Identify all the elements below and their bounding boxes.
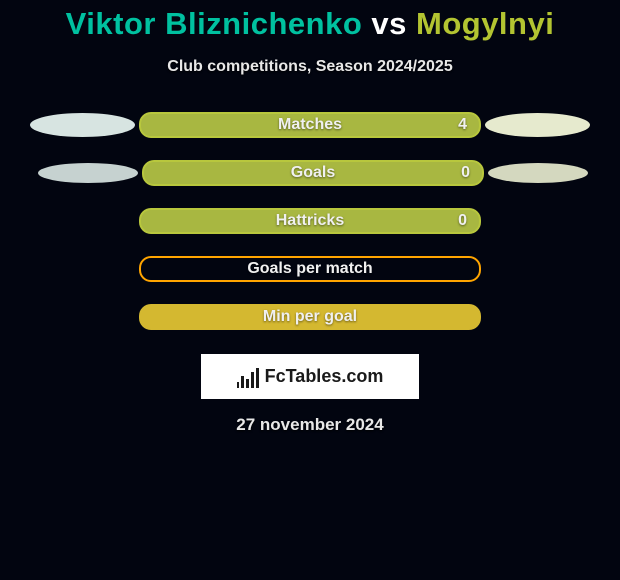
stat-bar: Matches 4 bbox=[139, 112, 481, 138]
stat-bar: Goals 0 bbox=[142, 160, 484, 186]
stat-row: Hattricks 0 bbox=[0, 208, 620, 234]
stat-row: Goals 0 bbox=[0, 160, 620, 186]
stat-bar: Hattricks 0 bbox=[139, 208, 481, 234]
stat-value: 0 bbox=[458, 212, 467, 230]
footer-logo: FcTables.com bbox=[201, 354, 419, 399]
page-title: Viktor Bliznichenko vs Mogylnyi bbox=[0, 6, 620, 42]
stat-value: 0 bbox=[461, 164, 470, 182]
stat-label: Hattricks bbox=[276, 212, 344, 230]
stat-row: Goals per match bbox=[0, 256, 620, 282]
stat-label: Goals bbox=[291, 164, 335, 182]
comparison-widget: Viktor Bliznichenko vs Mogylnyi Club com… bbox=[0, 0, 620, 435]
right-ellipse bbox=[488, 163, 588, 183]
stat-rows: Matches 4 Goals 0 Hattricks 0 Goals per match M… bbox=[0, 112, 620, 330]
right-ellipse bbox=[485, 113, 590, 137]
stat-value: 4 bbox=[458, 116, 467, 134]
stat-bar: Min per goal bbox=[139, 304, 481, 330]
stat-row: Min per goal bbox=[0, 304, 620, 330]
stat-label: Goals per match bbox=[247, 260, 372, 278]
stat-row: Matches 4 bbox=[0, 112, 620, 138]
left-ellipse bbox=[30, 113, 135, 137]
chart-icon bbox=[237, 366, 259, 388]
player2-name: Mogylnyi bbox=[416, 6, 554, 41]
logo-text: FcTables.com bbox=[265, 366, 384, 387]
subtitle: Club competitions, Season 2024/2025 bbox=[0, 58, 620, 76]
stat-bar: Goals per match bbox=[139, 256, 481, 282]
stat-label: Min per goal bbox=[263, 308, 357, 326]
vs-label: vs bbox=[371, 6, 406, 41]
left-ellipse bbox=[38, 163, 138, 183]
date-stamp: 27 november 2024 bbox=[0, 415, 620, 435]
stat-label: Matches bbox=[278, 116, 342, 134]
player1-name: Viktor Bliznichenko bbox=[66, 6, 363, 41]
